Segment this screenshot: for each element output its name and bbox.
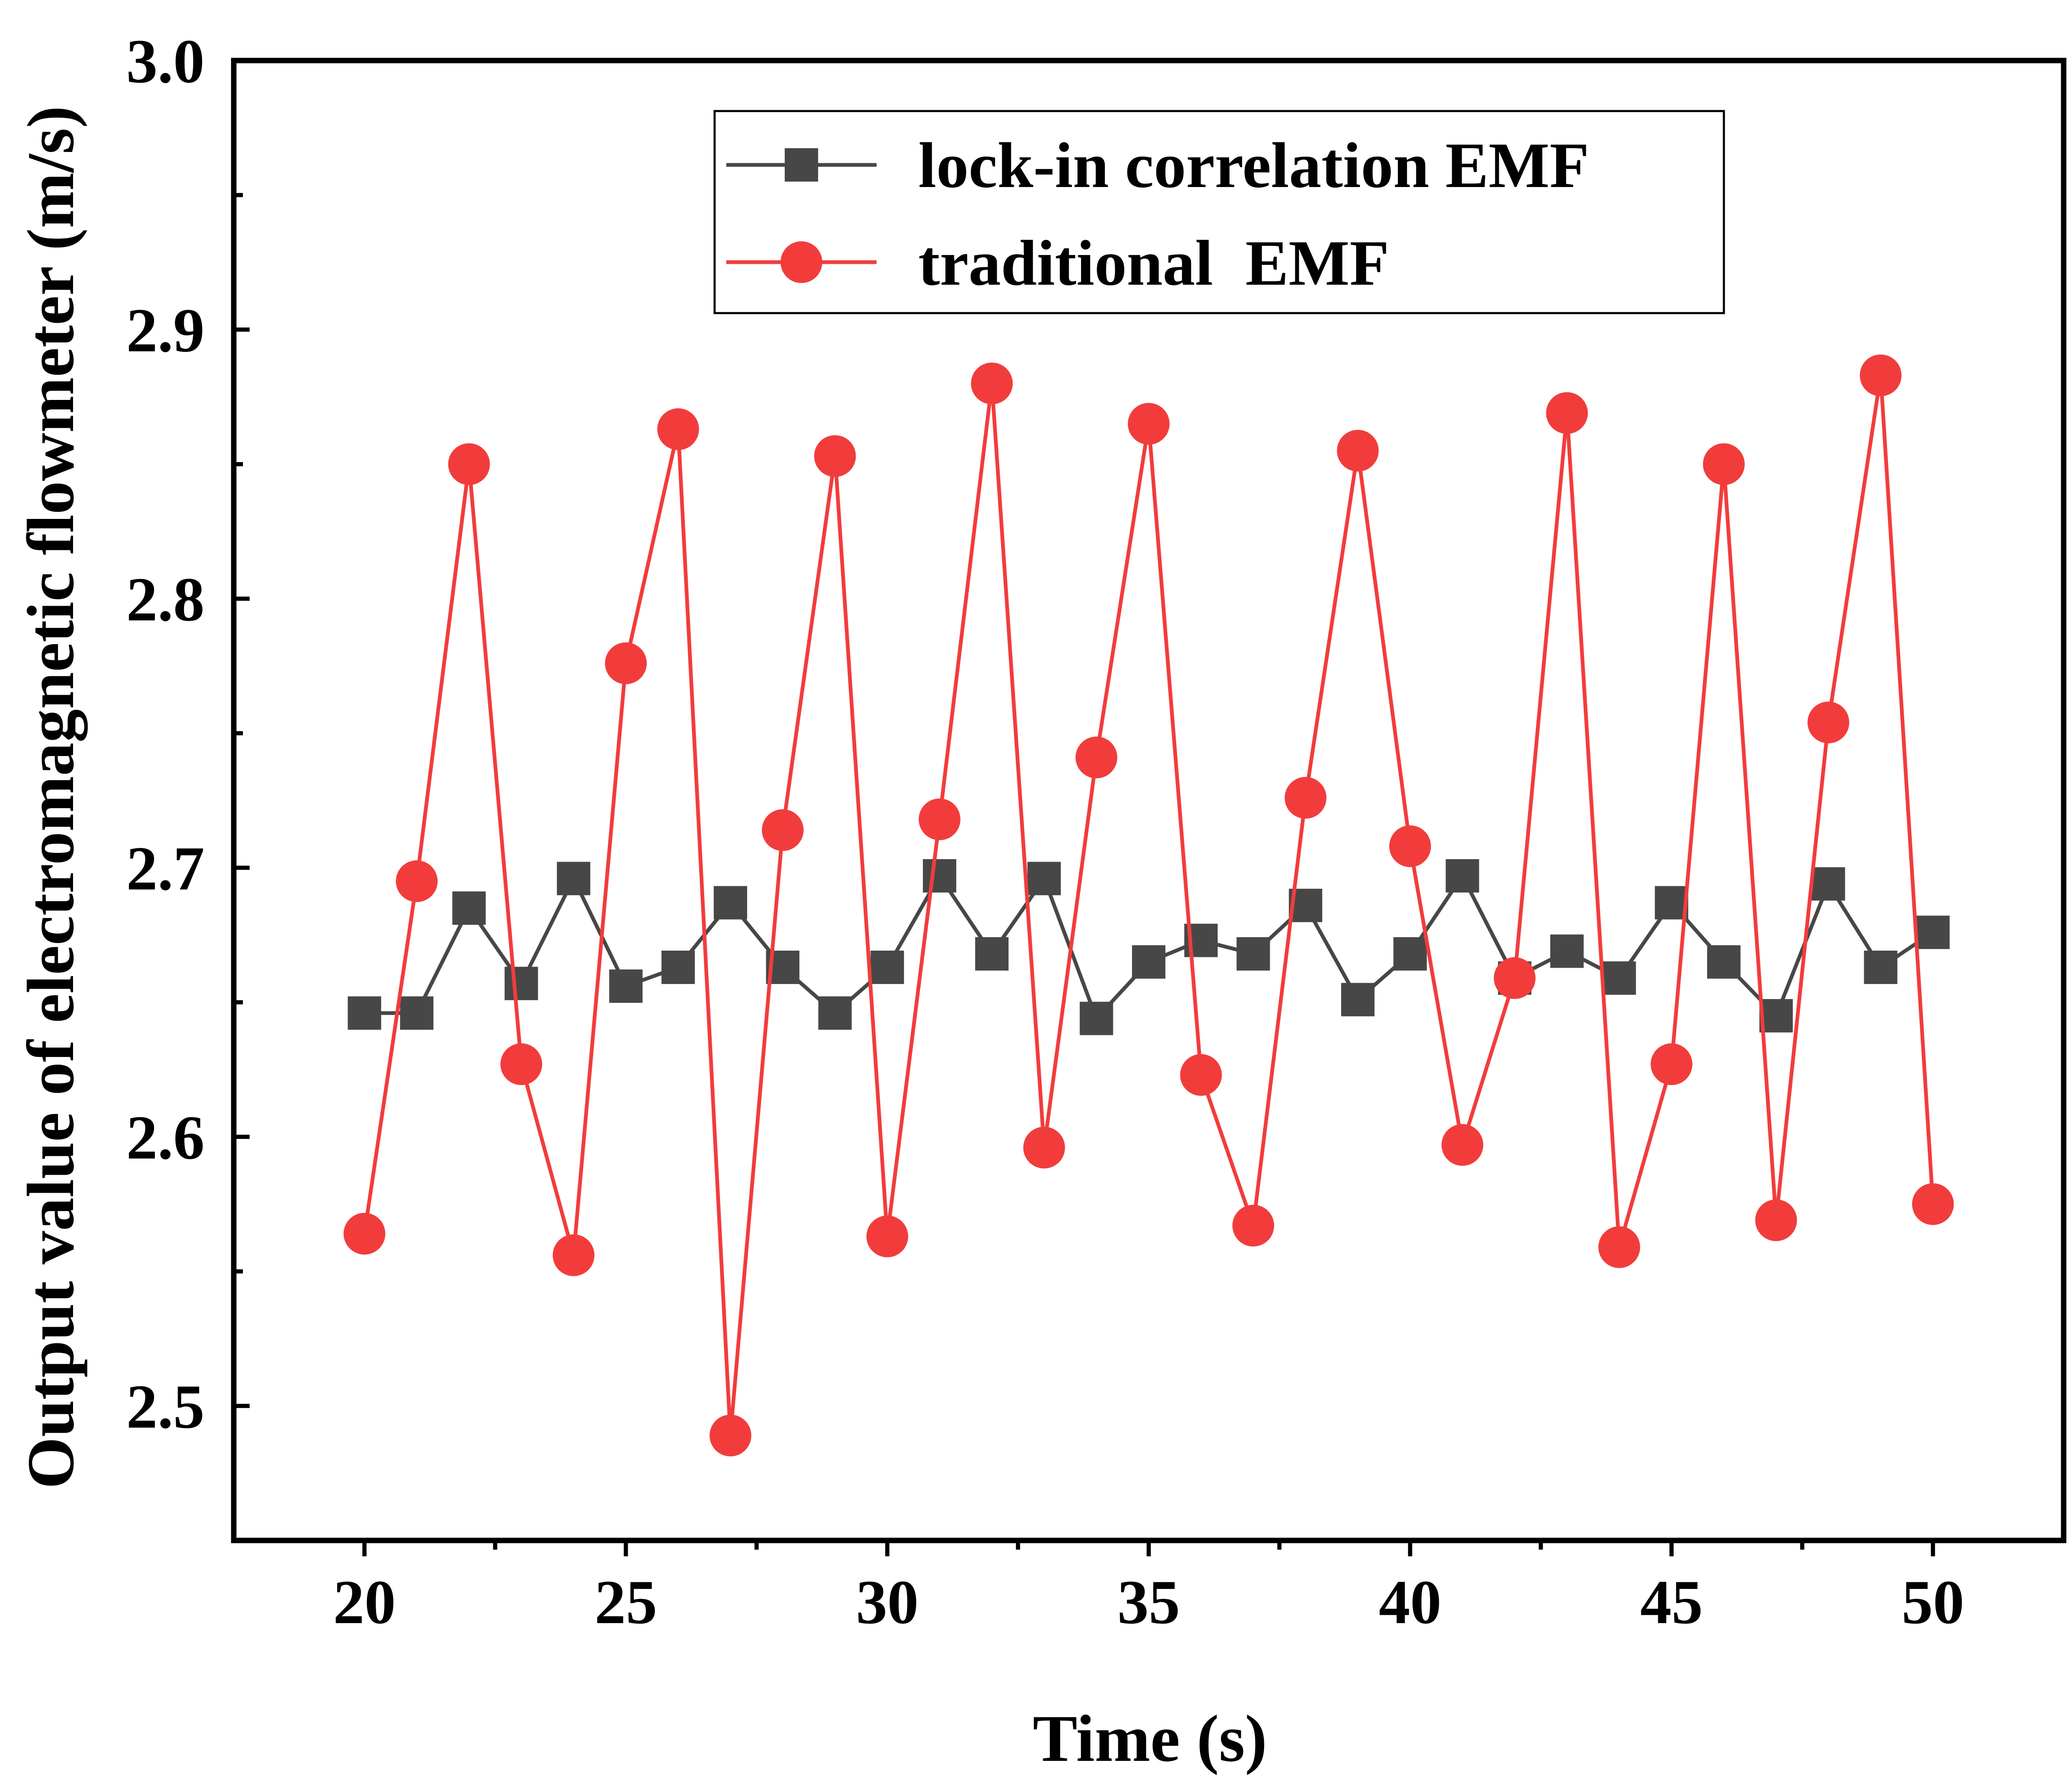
y-tick-label: 2.7 — [126, 834, 205, 903]
legend-label-lock-in: lock-in correlation EMF — [918, 129, 1589, 201]
data-point-lock-in — [1655, 886, 1688, 920]
legend-box — [713, 110, 1725, 314]
data-point-traditional — [500, 1043, 542, 1085]
data-point-lock-in — [609, 969, 643, 1003]
data-point-traditional — [1389, 825, 1431, 867]
data-point-lock-in — [1027, 862, 1061, 895]
series-line-1 — [362, 373, 1935, 1438]
data-point-lock-in — [870, 951, 904, 984]
data-point-traditional — [1128, 403, 1170, 445]
data-point-traditional — [605, 642, 647, 684]
data-point-lock-in — [1602, 961, 1636, 995]
data-point-lock-in — [713, 886, 747, 920]
x-axis-title: Time (s) — [1033, 1701, 1267, 1775]
data-point-traditional — [1180, 1054, 1222, 1096]
legend-marker-traditional — [781, 241, 822, 283]
legend-marker-lock-in — [785, 148, 818, 182]
data-point-traditional — [1284, 777, 1327, 819]
data-point-lock-in — [1079, 1002, 1113, 1035]
data-point-traditional — [762, 809, 804, 851]
data-point-lock-in — [557, 862, 591, 895]
data-point-traditional — [918, 798, 960, 840]
data-point-lock-in — [1707, 945, 1741, 979]
data-point-traditional — [1441, 1124, 1483, 1166]
data-point-lock-in — [661, 951, 695, 984]
data-point-lock-in — [1812, 867, 1845, 901]
x-tick-label: 25 — [594, 1568, 657, 1637]
data-point-traditional — [814, 435, 856, 477]
data-point-lock-in — [1916, 916, 1950, 949]
data-point-traditional — [1755, 1199, 1797, 1241]
data-point-traditional — [1598, 1226, 1640, 1268]
data-point-lock-in — [1550, 934, 1584, 968]
data-point-traditional — [1075, 736, 1117, 779]
data-point-lock-in — [1393, 937, 1427, 971]
x-tick-label: 30 — [856, 1568, 919, 1637]
x-tick-label: 50 — [1902, 1568, 1964, 1637]
data-point-lock-in — [1759, 999, 1793, 1033]
data-point-traditional — [709, 1414, 751, 1457]
data-point-traditional — [344, 1213, 386, 1255]
data-point-traditional — [866, 1215, 908, 1257]
data-point-lock-in — [348, 996, 382, 1030]
data-point-traditional — [971, 362, 1013, 405]
data-point-lock-in — [1341, 983, 1375, 1017]
data-point-traditional — [657, 408, 699, 450]
y-axis-title: Output value of electromagnetic flowmete… — [13, 106, 88, 1489]
x-tick-label: 40 — [1379, 1568, 1441, 1637]
data-point-traditional — [1912, 1183, 1954, 1225]
data-point-lock-in — [504, 966, 538, 1000]
y-tick-label: 2.8 — [126, 565, 205, 634]
data-point-traditional — [553, 1234, 595, 1276]
data-point-traditional — [1493, 957, 1536, 999]
legend-label-traditional: traditional EMF — [918, 227, 1389, 299]
data-point-traditional — [1860, 354, 1902, 397]
data-point-lock-in — [452, 891, 486, 925]
data-point-traditional — [1023, 1126, 1065, 1168]
legend: lock-in correlation EMF traditional EMF — [713, 110, 1725, 314]
x-tick-label: 35 — [1117, 1568, 1180, 1637]
series-layer — [344, 354, 1954, 1457]
x-tick-label: 45 — [1640, 1568, 1703, 1637]
data-point-lock-in — [975, 937, 1009, 971]
data-point-lock-in — [818, 996, 852, 1030]
data-point-lock-in — [922, 859, 956, 893]
axis-layer: 20 25 30 35 40 45 50 2.5 2.6 2.7 2.8 2.9 3.0 — [126, 27, 1964, 1637]
y-tick-label: 2.6 — [126, 1103, 205, 1172]
data-point-lock-in — [1236, 937, 1270, 971]
data-point-lock-in — [1132, 945, 1165, 979]
y-tick-label: 2.5 — [126, 1372, 205, 1442]
data-point-lock-in — [1864, 951, 1898, 984]
data-point-traditional — [1650, 1043, 1693, 1085]
data-point-lock-in — [400, 996, 434, 1030]
data-point-traditional — [1232, 1204, 1274, 1247]
data-point-traditional — [396, 860, 438, 902]
data-point-traditional — [1703, 443, 1745, 485]
data-point-traditional — [1337, 430, 1379, 472]
y-tick-label: 3.0 — [126, 27, 205, 96]
data-point-traditional — [448, 443, 490, 485]
data-point-traditional — [1807, 701, 1850, 744]
x-tick-label: 20 — [333, 1568, 396, 1637]
data-point-traditional — [1546, 392, 1588, 434]
data-point-lock-in — [1445, 859, 1479, 893]
y-tick-label: 2.9 — [126, 296, 205, 365]
